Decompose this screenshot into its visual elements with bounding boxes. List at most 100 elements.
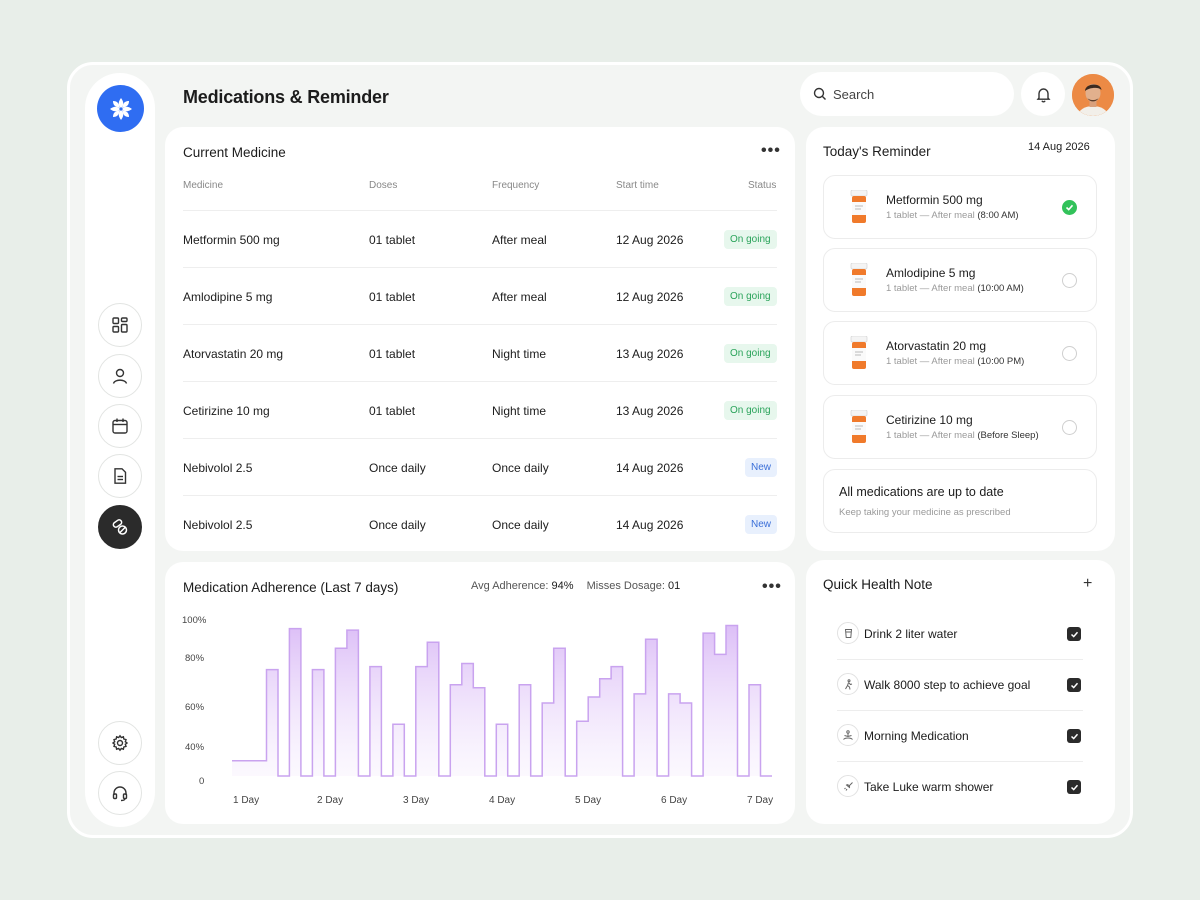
table-divider: [183, 495, 777, 496]
table-cell-medicine: Nebivolol 2.5: [183, 518, 253, 532]
profile-nav-button[interactable]: [98, 354, 142, 398]
sidebar: [85, 73, 155, 827]
table-cell-frequency: Night time: [492, 347, 547, 361]
table-cell-start: 13 Aug 2026: [616, 347, 684, 361]
table-divider: [183, 210, 777, 211]
column-header-medicine: Medicine: [183, 180, 224, 191]
x-tick-label: 7 Day: [747, 795, 774, 806]
note-divider: [837, 659, 1083, 660]
x-tick-label: 1 Day: [233, 795, 260, 806]
settings-nav-button[interactable]: [98, 721, 142, 765]
misses-dosage-value: 01: [667, 580, 681, 592]
walk-icon: [837, 673, 859, 695]
reminder-medicine-name: Amlodipine 5 mg: [886, 266, 976, 280]
column-header-frequency: Frequency: [492, 180, 540, 191]
add-note-button[interactable]: +: [1083, 575, 1093, 592]
table-cell-start: 12 Aug 2026: [616, 290, 684, 304]
table-cell-start: 12 Aug 2026: [616, 233, 684, 247]
reminder-item[interactable]: [823, 248, 1097, 312]
medications-nav-button[interactable]: [98, 505, 142, 549]
current-medicine-title: Current Medicine: [183, 145, 286, 160]
notifications-button[interactable]: [1021, 72, 1065, 116]
reminder-item[interactable]: [823, 395, 1097, 459]
y-tick-label: 40%: [185, 742, 205, 753]
pill-bottle-icon: [850, 190, 868, 223]
table-cell-doses: 01 tablet: [369, 347, 416, 361]
document-icon: [114, 468, 127, 484]
reminder-detail: 1 tablet — After meal (Before Sleep): [886, 430, 1039, 441]
table-cell-start: 14 Aug 2026: [616, 461, 684, 475]
page-title: Medications & Reminder: [183, 87, 389, 107]
headset-icon: [112, 786, 128, 802]
calendar-icon: [112, 418, 128, 434]
bell-icon: [1036, 87, 1050, 103]
dashboard-nav-button[interactable]: [98, 303, 142, 347]
table-cell-frequency: After meal: [492, 290, 547, 304]
misses-dosage-label: Misses Dosage:: [586, 580, 665, 592]
table-cell-doses: 01 tablet: [369, 404, 416, 418]
table-divider: [183, 267, 777, 268]
table-cell-doses: 01 tablet: [369, 290, 416, 304]
search-input[interactable]: [833, 86, 993, 102]
pills-icon: [112, 519, 128, 535]
reminder-done-check[interactable]: [1062, 200, 1077, 215]
note-divider: [837, 710, 1083, 711]
reminder-status-title: All medications are up to date: [839, 485, 1004, 499]
reminder-item[interactable]: [823, 321, 1097, 385]
table-cell-frequency: Once daily: [492, 518, 549, 532]
note-text: Take Luke warm shower: [864, 780, 994, 794]
check-icon: [1070, 631, 1078, 638]
avatar[interactable]: [1072, 74, 1114, 116]
reminder-detail: 1 tablet — After meal (8:00 AM): [886, 210, 1019, 221]
table-cell-doses: Once daily: [369, 461, 426, 475]
note-checkbox[interactable]: [1067, 729, 1081, 743]
adherence-area: [232, 625, 772, 776]
adherence-line: [232, 624, 772, 777]
y-tick-label: 80%: [185, 653, 205, 664]
status-badge: On going: [724, 287, 777, 306]
table-cell-medicine: Amlodipine 5 mg: [183, 290, 273, 304]
reminder-date: 14 Aug 2026: [1028, 141, 1090, 153]
reminder-medicine-name: Cetirizine 10 mg: [886, 413, 973, 427]
dashboard-icon: [112, 317, 128, 333]
check-icon: [1065, 204, 1074, 211]
adherence-title: Medication Adherence (Last 7 days): [183, 580, 399, 595]
pill-bottle-icon: [850, 263, 868, 296]
reminder-medicine-name: Atorvastatin 20 mg: [886, 339, 987, 353]
cup-icon: [837, 622, 859, 644]
check-icon: [1070, 784, 1078, 791]
documents-nav-button[interactable]: [98, 454, 142, 498]
note-checkbox[interactable]: [1067, 780, 1081, 794]
table-cell-medicine: Cetirizine 10 mg: [183, 404, 270, 418]
current-medicine-more-button[interactable]: •••: [761, 142, 781, 159]
pill-bottle-icon: [850, 336, 868, 369]
shower-icon: [837, 775, 859, 797]
reminder-detail: 1 tablet — After meal (10:00 PM): [886, 356, 1025, 367]
note-checkbox[interactable]: [1067, 678, 1081, 692]
reminder-item[interactable]: [823, 175, 1097, 239]
support-nav-button[interactable]: [98, 771, 142, 815]
calendar-nav-button[interactable]: [98, 404, 142, 448]
adherence-more-button[interactable]: •••: [762, 578, 782, 595]
gear-icon: [111, 734, 129, 752]
status-badge: On going: [724, 344, 777, 363]
avg-adherence-label: Avg Adherence:: [471, 580, 549, 592]
search-bar[interactable]: [800, 72, 1014, 116]
pill-bottle-icon: [850, 410, 868, 443]
x-tick-label: 6 Day: [661, 795, 688, 806]
logo-icon[interactable]: [97, 85, 144, 132]
reminder-check[interactable]: [1062, 420, 1077, 435]
note-checkbox[interactable]: [1067, 627, 1081, 641]
note-text: Walk 8000 step to achieve goal: [864, 678, 1031, 692]
column-header-start-time: Start time: [616, 180, 659, 191]
check-icon: [1070, 733, 1078, 740]
meditation-icon: [837, 724, 859, 746]
table-cell-medicine: Metformin 500 mg: [183, 233, 280, 247]
status-badge: On going: [724, 230, 777, 249]
table-cell-frequency: After meal: [492, 233, 547, 247]
x-tick-label: 4 Day: [489, 795, 516, 806]
health-note-title: Quick Health Note: [823, 577, 933, 592]
reminder-check[interactable]: [1062, 346, 1077, 361]
status-badge: On going: [724, 401, 777, 420]
reminder-check[interactable]: [1062, 273, 1077, 288]
